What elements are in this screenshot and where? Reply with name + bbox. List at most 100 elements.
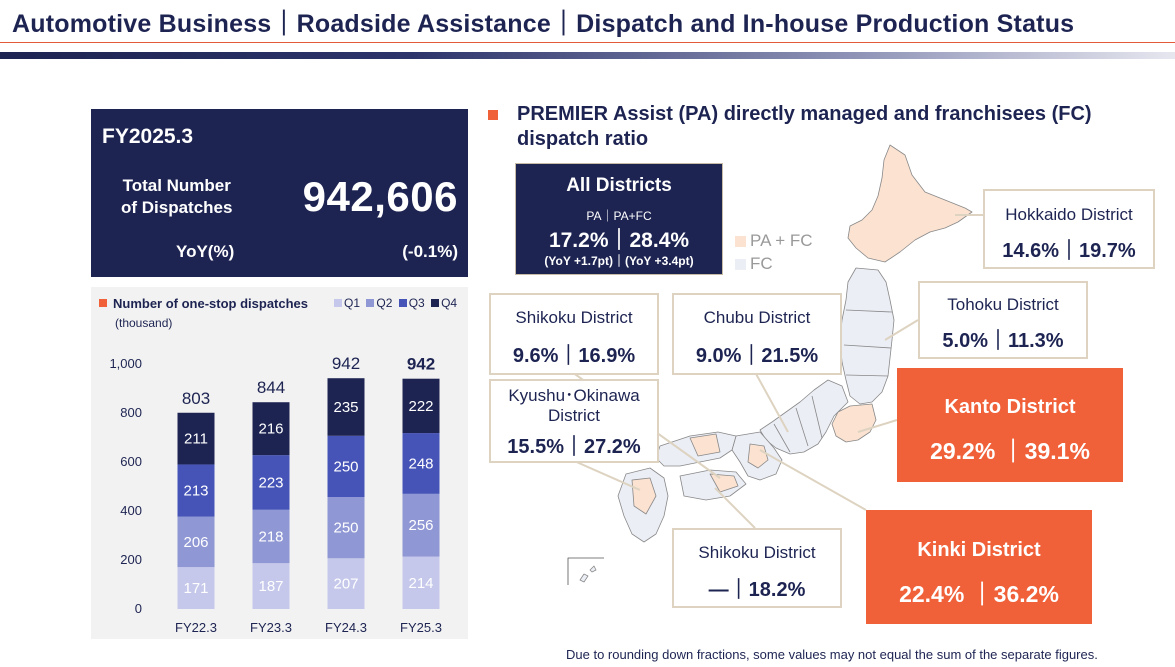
data-label-q3: 213	[183, 483, 208, 500]
district-values-hokkaido: 14.6%｜19.7%	[1002, 240, 1136, 262]
total-dispatches-value: 942,606	[302, 173, 458, 220]
legend-q1-swatch	[334, 299, 342, 307]
map-okinawa-inset-frame	[567, 557, 604, 585]
chart-title-text: Number of one-stop dispatches	[113, 296, 309, 311]
all-districts-subheader: PA｜PA+FC	[586, 209, 652, 223]
district-values-kanto: 29.2% ｜39.1%	[930, 438, 1090, 464]
legend-q2-swatch	[366, 299, 375, 307]
yoy-label: YoY(%)	[176, 242, 235, 261]
district-box-shikoku-bottom: Shikoku District ―｜18.2%	[672, 528, 842, 608]
bar-segment-q1	[177, 567, 215, 609]
x-tick-label: FY25.3	[400, 620, 442, 635]
district-values-shikoku-top: 9.6%｜16.9%	[512, 345, 636, 367]
district-name-kyushu-line2: District	[548, 406, 600, 425]
data-label-q2: 250	[333, 520, 358, 537]
bar-segment-q1	[402, 556, 440, 609]
map-legend-pa-fc-label: PA + FC	[750, 231, 813, 250]
yoy-value: (-0.1%)	[402, 242, 458, 261]
bar-segment-q1	[252, 563, 290, 609]
total-label: 942	[332, 354, 360, 373]
legend-q2: Q2	[366, 296, 392, 310]
x-tick-label: FY23.3	[250, 620, 292, 635]
district-values-chubu: 9.0%｜21.5%	[695, 345, 819, 367]
legend-q1: Q1	[334, 296, 360, 310]
legend-q3-label: Q3	[408, 296, 425, 310]
legend-q4-swatch	[431, 299, 440, 307]
map-chubu	[759, 379, 849, 455]
district-box-kyushu-okinawa: Kyushu･Okinawa District 15.5%｜27.2%	[489, 379, 659, 463]
map-section-title-text: PREMIER Assist (PA) directly managed and…	[517, 103, 1092, 150]
bar-segment-q2	[177, 516, 215, 568]
legend-q3: Q3	[398, 296, 425, 310]
bar-segment-q3	[327, 435, 365, 498]
legend-q2-label: Q2	[376, 296, 393, 310]
map-tohoku	[839, 267, 895, 405]
bar-segment-q2	[402, 493, 440, 557]
bar-segment-q3	[252, 455, 290, 510]
bar-segment-q4	[252, 402, 290, 456]
x-tick-label: FY24.3	[325, 620, 367, 635]
legend-q4: Q4	[431, 296, 457, 310]
all-districts-yoy: (YoY +1.7pt)｜(YoY +3.4pt)	[544, 254, 694, 268]
district-box-tohoku: Tohoku District 5.0%｜11.3%	[918, 281, 1088, 359]
map-hokkaido	[847, 144, 973, 263]
map-legend: PA + FC FC	[735, 229, 813, 275]
data-label-q1: 214	[408, 575, 433, 592]
bar-segment-q2	[252, 509, 290, 564]
chart-title-marker	[99, 299, 107, 307]
data-label-q4: 235	[333, 399, 358, 416]
all-districts-values: 17.2%｜28.4%	[548, 229, 690, 252]
data-label-q3: 223	[258, 474, 283, 491]
data-label-q1: 171	[183, 580, 208, 597]
district-name-hokkaido: Hokkaido District	[1005, 205, 1133, 224]
total-label: 942	[407, 355, 435, 374]
district-values-tohoku: 5.0%｜11.3%	[942, 330, 1064, 352]
bar-segment-q4	[177, 412, 215, 465]
y-tick-label: 800	[120, 405, 142, 420]
header-gradient-band	[0, 52, 1175, 59]
x-tick-label: FY22.3	[175, 620, 217, 635]
bar-segment-q2	[327, 497, 365, 559]
legend-q1-label: Q1	[344, 296, 361, 310]
data-label-q4: 216	[258, 421, 283, 438]
district-name-kinki: Kinki District	[917, 539, 1041, 561]
district-name-shikoku-bottom: Shikoku District	[698, 543, 816, 562]
district-name-tohoku: Tohoku District	[947, 295, 1059, 314]
district-values-shikoku-bottom: ―｜18.2%	[708, 579, 806, 601]
chart-unit: (thousand)	[115, 316, 173, 330]
district-box-shikoku-top: Shikoku District 9.6%｜16.9%	[489, 293, 659, 375]
data-label-q4: 211	[184, 431, 208, 448]
data-label-q4: 222	[408, 398, 433, 415]
district-name-kyushu-line1: Kyushu･Okinawa	[508, 386, 640, 405]
all-districts-title: All Districts	[566, 175, 672, 196]
y-tick-label: 0	[135, 601, 142, 616]
y-tick-label: 600	[120, 454, 142, 469]
district-values-kinki: 22.4% ｜36.2%	[899, 581, 1059, 607]
section-title-marker	[488, 110, 498, 120]
map-legend-fc-swatch	[735, 259, 746, 270]
total-label: 803	[182, 389, 210, 408]
district-box-chubu: Chubu District 9.0%｜21.5%	[672, 293, 842, 375]
data-label-q1: 207	[333, 576, 358, 593]
footnote: Due to rounding down fractions, some val…	[566, 647, 1098, 662]
district-box-hokkaido: Hokkaido District 14.6%｜19.7%	[983, 189, 1155, 269]
data-label-q2: 206	[183, 534, 208, 551]
bar-segment-q4	[402, 378, 440, 434]
map-legend-pa-fc: PA + FC	[735, 229, 813, 252]
data-label-q1: 187	[258, 578, 283, 595]
map-legend-fc-label: FC	[750, 254, 773, 273]
chart-title: Number of one-stop dispatches	[99, 296, 308, 311]
data-label-q2: 256	[408, 517, 433, 534]
data-label-q2: 218	[258, 528, 283, 545]
page-title: Automotive Business｜Roadside Assistance｜…	[12, 10, 1075, 38]
data-label-q3: 250	[333, 458, 358, 475]
map-legend-pa-fc-swatch	[735, 236, 746, 247]
legend-q4-label: Q4	[441, 296, 458, 310]
chart-legend: Q1 Q2 Q3 Q4	[334, 296, 460, 310]
fy-period: FY2025.3	[102, 125, 194, 148]
stacked-bar-chart: 0 200 400 600 800 1,000 171 206 213 211 803 FY22.3 1…	[109, 354, 442, 635]
bar-segment-q3	[402, 433, 440, 494]
total-label-line1: Total Number	[122, 176, 231, 195]
y-tick-label: 200	[120, 552, 142, 567]
y-tick-label: 1,000	[109, 356, 142, 371]
